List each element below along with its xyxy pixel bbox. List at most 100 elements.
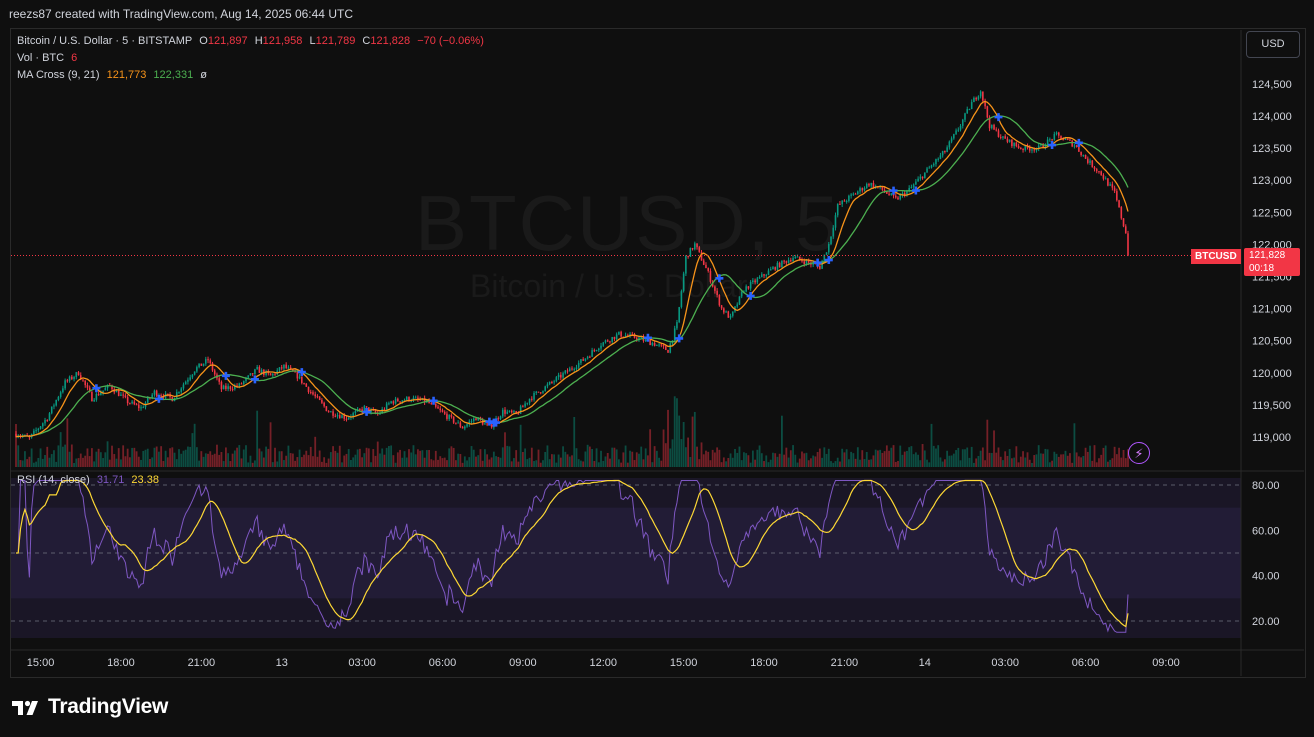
candle-body xyxy=(178,391,180,393)
candle-body xyxy=(859,188,861,192)
candle-body xyxy=(265,371,267,375)
volume-bar xyxy=(240,458,243,467)
volume-bar xyxy=(861,450,864,467)
candle-body xyxy=(167,393,169,395)
price-axis-tick: 119,000 xyxy=(1252,432,1291,444)
candle-body xyxy=(312,392,314,395)
volume-bar xyxy=(198,460,201,467)
volume-bar xyxy=(557,454,560,467)
candle-body xyxy=(544,386,547,392)
volume-bar xyxy=(671,439,674,467)
volume-bar xyxy=(955,450,957,467)
candle-body xyxy=(830,236,832,245)
volume-bar xyxy=(919,460,922,467)
candle-body xyxy=(664,346,667,350)
volume-bar xyxy=(251,462,254,467)
candle-body xyxy=(501,409,504,417)
ma-cross-legend[interactable]: MA Cross (9, 21) 121,773 122,331 ø xyxy=(17,69,211,81)
volume-bar xyxy=(807,460,810,467)
volume-bar xyxy=(254,460,256,467)
candle-body xyxy=(519,406,522,414)
volume-bar xyxy=(343,455,346,467)
candle-body xyxy=(857,191,859,194)
volume-bar xyxy=(716,447,719,467)
volume-bar xyxy=(403,451,406,467)
volume-bar xyxy=(821,457,823,467)
volume-bar xyxy=(678,415,681,467)
ma-cross-marker xyxy=(675,334,684,343)
candle-body xyxy=(1069,139,1071,141)
volume-bar xyxy=(841,448,844,467)
lightning-icon[interactable]: ⚡ xyxy=(1128,442,1150,464)
candle-body xyxy=(725,311,727,313)
symbol-description[interactable]: Bitcoin / U.S. Dollar · 5 · BITSTAMP xyxy=(17,35,193,47)
volume-bar xyxy=(32,462,35,467)
candle-body xyxy=(798,256,801,260)
volume-bar xyxy=(220,451,223,467)
bar-countdown: 00:18 xyxy=(1249,263,1275,274)
ma-slow-line xyxy=(15,115,1129,438)
volume-bar xyxy=(35,461,37,467)
volume-bar xyxy=(298,449,301,467)
candle-body xyxy=(582,359,584,361)
rsi-legend[interactable]: RSI (14, close) 31.71 23.38 xyxy=(17,474,163,486)
volume-bar xyxy=(1017,462,1020,467)
candle-body xyxy=(995,129,998,131)
candle-body xyxy=(283,364,285,369)
volume-bar xyxy=(635,452,638,467)
candle-body xyxy=(959,125,962,130)
candle-body xyxy=(939,155,942,159)
volume-bar xyxy=(957,447,960,467)
candle-body xyxy=(531,398,533,400)
candle-body xyxy=(633,334,636,338)
volume-bar xyxy=(805,452,808,467)
volume-bar xyxy=(278,451,281,467)
volume-bar xyxy=(834,461,837,467)
volume-bar xyxy=(689,456,692,467)
candle-body xyxy=(499,416,502,419)
time-axis-tick: 09:00 xyxy=(509,657,537,669)
volume-bar xyxy=(613,447,616,467)
branding-bar: TradingView xyxy=(11,695,168,719)
candle-body xyxy=(870,183,873,186)
volume-bar xyxy=(113,454,116,467)
ma-cross-marker xyxy=(746,291,755,300)
time-axis-tick: 03:00 xyxy=(348,657,376,669)
candle-body xyxy=(71,376,73,380)
time-axis-tick: 14 xyxy=(919,657,931,669)
volume-bar xyxy=(1010,458,1013,467)
candle-body xyxy=(68,376,71,381)
volume-legend[interactable]: Vol · BTC 6 xyxy=(17,52,81,64)
candle-body xyxy=(984,100,986,107)
volume-bar xyxy=(1109,459,1112,467)
volume-bar xyxy=(711,449,714,467)
candle-body xyxy=(827,244,830,253)
candle-body xyxy=(698,247,701,252)
volume-bar xyxy=(1104,445,1107,467)
volume-bar xyxy=(39,448,42,467)
open-value: 121,897 xyxy=(207,35,248,47)
volume-bar xyxy=(41,458,44,467)
volume-bar xyxy=(669,448,672,467)
volume-bar xyxy=(973,462,975,467)
volume-bar xyxy=(202,456,205,467)
candle-body xyxy=(271,373,274,376)
candle-body xyxy=(323,402,325,407)
candle-body xyxy=(803,261,806,265)
candle-body xyxy=(321,399,323,403)
volume-bar xyxy=(863,459,866,467)
candle-body xyxy=(79,375,82,380)
volume-bar xyxy=(930,423,933,467)
currency-button[interactable]: USD xyxy=(1246,31,1300,58)
volume-bar xyxy=(209,451,212,467)
candle-body xyxy=(280,367,283,369)
candle-body xyxy=(269,373,272,376)
volume-bar xyxy=(986,419,989,467)
volume-bar xyxy=(211,454,214,467)
candle-body xyxy=(1093,167,1096,170)
candle-body xyxy=(796,256,799,258)
ma-cross-marker xyxy=(889,186,898,195)
volume-bar xyxy=(854,458,857,467)
candle-body xyxy=(1037,145,1040,149)
